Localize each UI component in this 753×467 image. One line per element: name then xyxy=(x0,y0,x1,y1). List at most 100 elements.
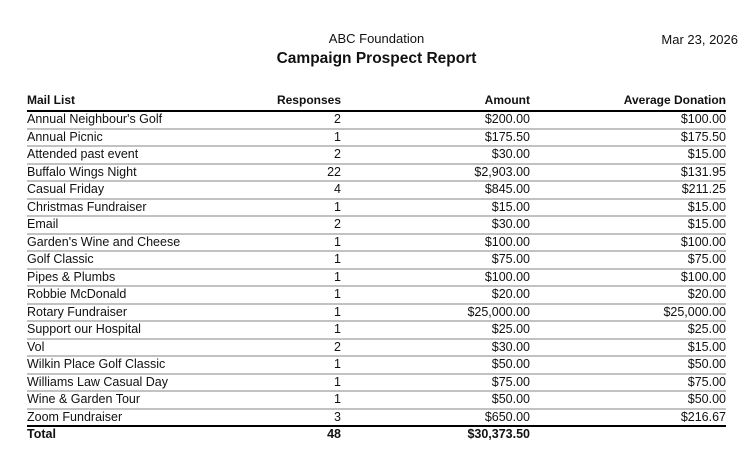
average-donation-cell: $216.67 xyxy=(530,408,726,427)
responses-cell: 1 xyxy=(247,198,341,217)
mail-list-cell: Zoom Fundraiser xyxy=(27,408,247,427)
amount-cell: $75.00 xyxy=(341,251,530,270)
table-row: Robbie McDonald 1 $20.00 $20.00 xyxy=(27,286,726,305)
average-donation-cell: $15.00 xyxy=(530,338,726,357)
column-header-mail-list: Mail List xyxy=(27,91,247,112)
responses-cell: 1 xyxy=(247,391,341,410)
responses-cell: 22 xyxy=(247,163,341,182)
amount-cell: $30.00 xyxy=(341,216,530,235)
average-donation-cell: $75.00 xyxy=(530,251,726,270)
mail-list-cell: Pipes & Plumbs xyxy=(27,268,247,287)
average-donation-cell: $25.00 xyxy=(530,321,726,340)
mail-list-cell: Attended past event xyxy=(27,146,247,165)
page-title: Campaign Prospect Report xyxy=(276,50,477,67)
amount-cell: $50.00 xyxy=(341,356,530,375)
responses-cell: 1 xyxy=(247,286,341,305)
mail-list-cell: Garden's Wine and Cheese xyxy=(27,233,247,252)
responses-cell: 1 xyxy=(247,268,341,287)
table-row: Vol 2 $30.00 $15.00 xyxy=(27,338,726,357)
table-row: Casual Friday 4 $845.00 $211.25 xyxy=(27,181,726,200)
amount-cell: $15.00 xyxy=(341,198,530,217)
prospect-table: Mail List Responses Amount Average Donat… xyxy=(27,91,726,443)
average-donation-cell: $20.00 xyxy=(530,286,726,305)
table-row: Wine & Garden Tour 1 $50.00 $50.00 xyxy=(27,391,726,410)
table-row: Annual Neighbour's Golf 2 $200.00 $100.0… xyxy=(27,111,726,130)
responses-cell: 4 xyxy=(247,181,341,200)
amount-cell: $2,903.00 xyxy=(341,163,530,182)
amount-cell: $100.00 xyxy=(341,268,530,287)
average-donation-cell: $15.00 xyxy=(530,198,726,217)
mail-list-cell: Casual Friday xyxy=(27,181,247,200)
average-donation-cell: $50.00 xyxy=(530,356,726,375)
average-donation-cell: $100.00 xyxy=(530,111,726,130)
responses-cell: 1 xyxy=(247,128,341,147)
table-row: Attended past event 2 $30.00 $15.00 xyxy=(27,146,726,165)
table-row: Garden's Wine and Cheese 1 $100.00 $100.… xyxy=(27,233,726,252)
average-donation-cell: $211.25 xyxy=(530,181,726,200)
mail-list-cell: Buffalo Wings Night xyxy=(27,163,247,182)
column-header-average-donation: Average Donation xyxy=(530,91,726,112)
average-donation-cell: $50.00 xyxy=(530,391,726,410)
mail-list-cell: Vol xyxy=(27,338,247,357)
table-row: Wilkin Place Golf Classic 1 $50.00 $50.0… xyxy=(27,356,726,375)
mail-list-cell: Support our Hospital xyxy=(27,321,247,340)
amount-cell: $20.00 xyxy=(341,286,530,305)
total-responses: 48 xyxy=(327,427,341,441)
column-header-responses: Responses xyxy=(247,91,341,112)
table-row: Rotary Fundraiser 1 $25,000.00 $25,000.0… xyxy=(27,303,726,322)
average-donation-cell: $15.00 xyxy=(530,146,726,165)
header-row: Mail List Responses Amount Average Donat… xyxy=(27,91,726,112)
amount-cell: $100.00 xyxy=(341,233,530,252)
mail-list-cell: Christmas Fundraiser xyxy=(27,198,247,217)
table-row: Williams Law Casual Day 1 $75.00 $75.00 xyxy=(27,373,726,392)
column-header-amount: Amount xyxy=(341,91,530,112)
responses-cell: 2 xyxy=(247,216,341,235)
table-row: Golf Classic 1 $75.00 $75.00 xyxy=(27,251,726,270)
amount-cell: $75.00 xyxy=(341,373,530,392)
report-header: ABC Foundation Campaign Prospect Report xyxy=(0,31,753,68)
report-date: Mar 23, 2026 xyxy=(661,32,738,47)
total-label: Total xyxy=(27,427,56,441)
mail-list-cell: Wine & Garden Tour xyxy=(27,391,247,410)
average-donation-cell: $100.00 xyxy=(530,268,726,287)
table-row: Email 2 $30.00 $15.00 xyxy=(27,216,726,235)
average-donation-cell: $25,000.00 xyxy=(530,303,726,322)
amount-cell: $845.00 xyxy=(341,181,530,200)
amount-cell: $25.00 xyxy=(341,321,530,340)
total-average xyxy=(530,426,726,443)
amount-cell: $30.00 xyxy=(341,146,530,165)
organization-name: ABC Foundation xyxy=(328,31,425,46)
average-donation-cell: $100.00 xyxy=(530,233,726,252)
average-donation-cell: $15.00 xyxy=(530,216,726,235)
responses-cell: 1 xyxy=(247,251,341,270)
average-donation-cell: $75.00 xyxy=(530,373,726,392)
amount-cell: $200.00 xyxy=(341,111,530,130)
mail-list-cell: Wilkin Place Golf Classic xyxy=(27,356,247,375)
report-table-container: Mail List Responses Amount Average Donat… xyxy=(27,91,726,443)
amount-cell: $30.00 xyxy=(341,338,530,357)
amount-cell: $25,000.00 xyxy=(341,303,530,322)
mail-list-cell: Golf Classic xyxy=(27,251,247,270)
amount-cell: $175.50 xyxy=(341,128,530,147)
mail-list-cell: Rotary Fundraiser xyxy=(27,303,247,322)
table-body: Annual Neighbour's Golf 2 $200.00 $100.0… xyxy=(27,111,726,427)
table-row: Christmas Fundraiser 1 $15.00 $15.00 xyxy=(27,198,726,217)
table-row: Pipes & Plumbs 1 $100.00 $100.00 xyxy=(27,268,726,287)
responses-cell: 1 xyxy=(247,321,341,340)
table-header: Mail List Responses Amount Average Donat… xyxy=(27,91,726,112)
table-row: Buffalo Wings Night 22 $2,903.00 $131.95 xyxy=(27,163,726,182)
responses-cell: 1 xyxy=(247,303,341,322)
responses-cell: 2 xyxy=(247,146,341,165)
average-donation-cell: $175.50 xyxy=(530,128,726,147)
amount-cell: $650.00 xyxy=(341,408,530,427)
mail-list-cell: Email xyxy=(27,216,247,235)
average-donation-cell: $131.95 xyxy=(530,163,726,182)
responses-cell: 1 xyxy=(247,373,341,392)
mail-list-cell: Annual Picnic xyxy=(27,128,247,147)
amount-cell: $50.00 xyxy=(341,391,530,410)
responses-cell: 2 xyxy=(247,338,341,357)
responses-cell: 3 xyxy=(247,408,341,427)
responses-cell: 2 xyxy=(247,111,341,130)
responses-cell: 1 xyxy=(247,233,341,252)
